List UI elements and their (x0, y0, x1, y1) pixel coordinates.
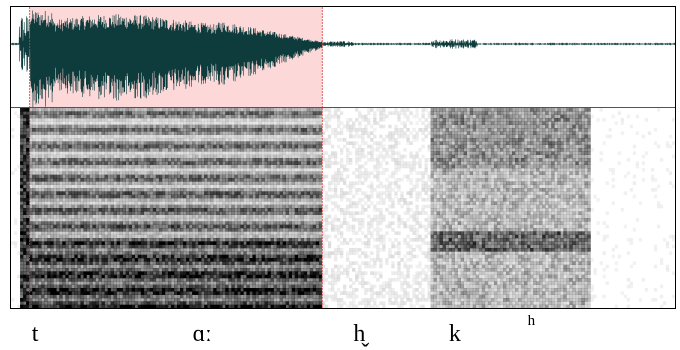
phone-label-aspiration: h (527, 313, 536, 329)
panel-divider (11, 107, 675, 108)
waveform-trace (11, 10, 675, 107)
phone-label-h: h̬ (353, 321, 366, 347)
phone-label-aa: ɑː (192, 321, 212, 347)
phone-label-k: k (448, 321, 461, 347)
phone-label-t: t (31, 321, 39, 347)
waveform[interactable] (11, 7, 675, 107)
spectrogram[interactable] (11, 108, 675, 308)
signal-panel[interactable] (10, 6, 676, 309)
